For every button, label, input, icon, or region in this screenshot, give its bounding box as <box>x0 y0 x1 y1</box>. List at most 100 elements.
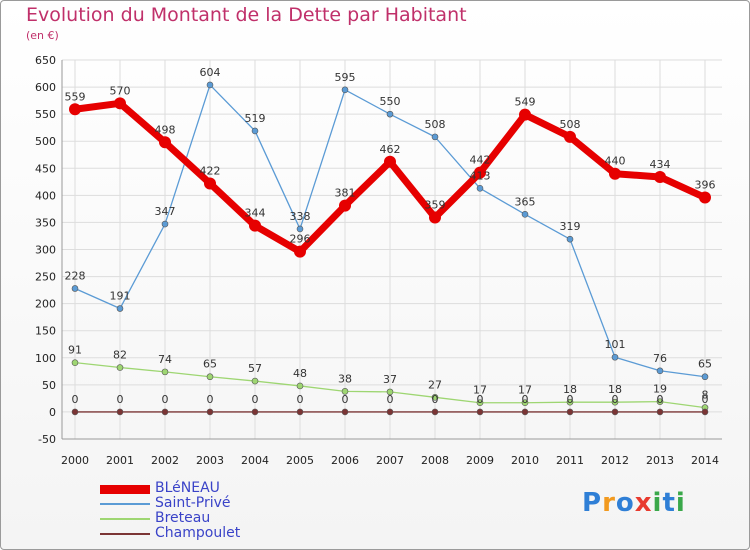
data-label: 604 <box>200 66 221 79</box>
data-point <box>161 220 169 228</box>
data-point <box>339 199 351 212</box>
data-label: 0 <box>207 393 214 406</box>
data-label: 0 <box>567 393 574 406</box>
data-label: 57 <box>248 362 262 375</box>
data-label: 0 <box>432 393 439 406</box>
data-label: 319 <box>560 220 581 233</box>
data-label: 550 <box>380 95 401 108</box>
data-point <box>204 177 216 190</box>
data-label: 18 <box>608 383 622 396</box>
data-point <box>386 408 394 416</box>
logo-letter: i <box>652 488 663 518</box>
data-point <box>654 170 666 183</box>
logo-letter: P <box>582 488 603 518</box>
data-point <box>161 408 169 416</box>
data-point <box>69 103 81 116</box>
data-label: 17 <box>518 384 532 397</box>
legend-item-breteau: Breteau <box>100 510 300 527</box>
data-point <box>431 394 439 401</box>
data-label: 440 <box>605 155 626 168</box>
data-point <box>521 211 529 218</box>
y-tick-label: 400 <box>35 189 56 202</box>
data-point <box>296 382 304 390</box>
data-point <box>116 364 124 371</box>
legend-item-bleneau: BLéNEAU <box>100 480 300 497</box>
data-point <box>519 108 531 121</box>
data-point <box>249 219 261 232</box>
data-point <box>564 130 576 143</box>
data-label: 434 <box>650 158 671 171</box>
x-tick-label: 2007 <box>376 454 404 467</box>
data-point <box>609 167 621 180</box>
data-label: 0 <box>612 393 619 406</box>
data-label: 27 <box>428 378 442 391</box>
data-point <box>251 408 259 416</box>
data-label: 462 <box>380 143 401 156</box>
data-label: 228 <box>65 269 86 282</box>
legend-swatch-champoulet <box>100 533 150 535</box>
data-label: 365 <box>515 195 536 208</box>
legend: BLéNEAU Saint-Privé Breteau Champoulet <box>100 480 300 542</box>
data-point <box>566 235 574 243</box>
data-label: 381 <box>335 187 356 200</box>
data-point <box>116 408 124 416</box>
data-label: 0 <box>297 393 304 406</box>
data-point <box>699 191 711 204</box>
legend-swatch-saint-prive <box>100 503 150 505</box>
logo-letter: x <box>634 488 653 518</box>
data-label: 0 <box>117 393 124 406</box>
data-point <box>341 86 349 94</box>
legend-swatch-breteau <box>100 518 150 520</box>
y-tick-label: 600 <box>35 81 56 94</box>
data-label: 0 <box>342 393 349 406</box>
y-tick-label: 550 <box>35 108 56 121</box>
y-tick-label: 500 <box>35 135 56 148</box>
x-tick-label: 2004 <box>241 454 269 467</box>
data-label: 296 <box>290 233 311 246</box>
proxiti-logo: Proxiti <box>582 488 686 518</box>
data-label: 0 <box>477 393 484 406</box>
x-tick-label: 2005 <box>286 454 314 467</box>
data-point <box>296 225 304 233</box>
data-point <box>386 110 394 118</box>
y-tick-label: 50 <box>42 379 56 392</box>
data-label: 0 <box>522 393 529 406</box>
data-point <box>656 408 664 416</box>
y-tick-label: 150 <box>35 325 56 338</box>
chart-title: Evolution du Montant de la Dette par Hab… <box>26 4 467 26</box>
legend-label-bleneau: BLéNEAU <box>155 480 220 496</box>
data-label: 17 <box>473 384 487 397</box>
data-label: 82 <box>113 349 127 362</box>
data-label: 498 <box>155 123 176 136</box>
data-point <box>206 373 214 381</box>
data-label: 74 <box>158 353 172 366</box>
y-tick-label: 200 <box>35 298 56 311</box>
data-label: 18 <box>563 383 577 396</box>
data-point <box>656 367 664 375</box>
y-tick-label: 0 <box>49 406 56 419</box>
data-point <box>251 127 259 135</box>
data-label: 48 <box>293 367 307 380</box>
data-label: 0 <box>657 393 664 406</box>
x-tick-label: 2003 <box>196 454 224 467</box>
data-point <box>431 133 439 141</box>
logo-letter: o <box>615 488 635 518</box>
data-point <box>611 398 619 406</box>
legend-item-saint-prive: Saint-Privé <box>100 495 300 512</box>
legend-label-champoulet: Champoulet <box>155 525 241 541</box>
data-label: 8 <box>702 389 709 402</box>
data-point <box>476 399 484 407</box>
data-label: 76 <box>653 352 667 365</box>
data-label: 91 <box>68 344 82 357</box>
data-point <box>296 408 304 416</box>
data-label: 595 <box>335 71 356 84</box>
data-point <box>566 408 574 416</box>
data-label: 19 <box>653 383 667 396</box>
data-point <box>521 399 529 407</box>
data-label: 413 <box>470 169 491 182</box>
data-label: 0 <box>72 393 79 406</box>
legend-swatch-bleneau <box>100 485 150 494</box>
data-label: 359 <box>425 199 446 212</box>
